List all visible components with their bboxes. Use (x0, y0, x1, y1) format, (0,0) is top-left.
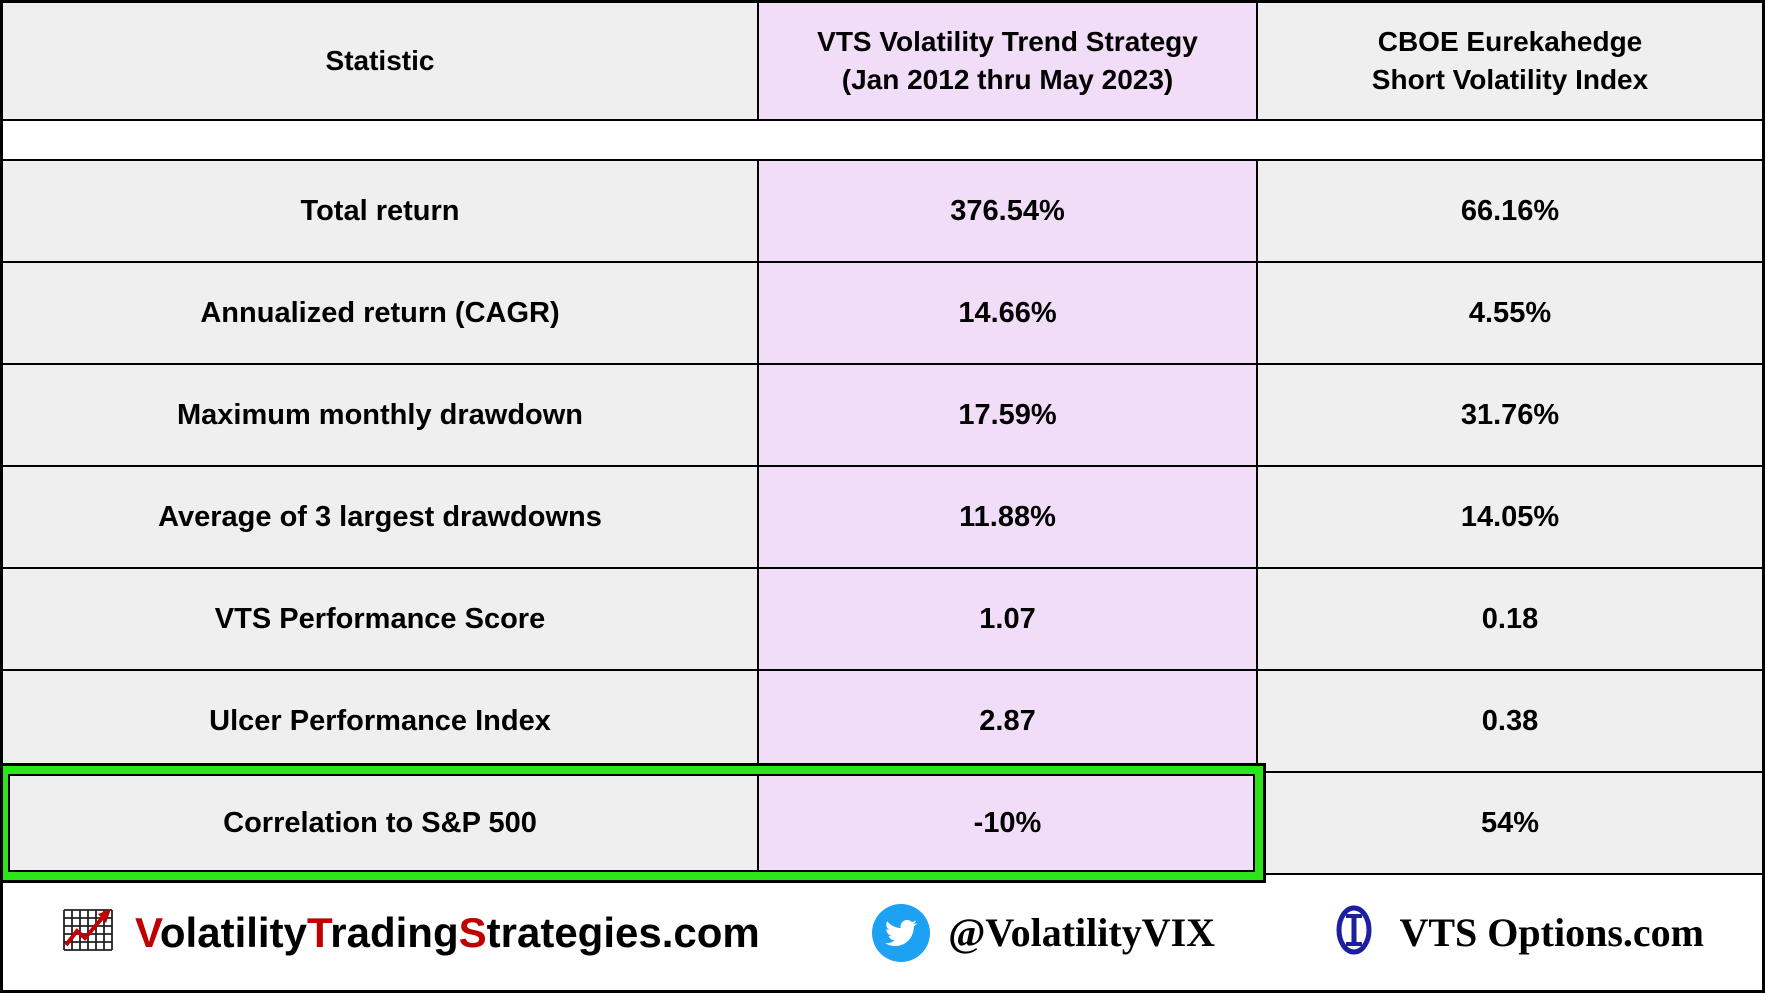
header-statistic-label: Statistic (325, 45, 435, 77)
row-value-vts: -10% (759, 773, 1258, 875)
header-cboe-line2: Short Volatility Index (1371, 64, 1649, 95)
twitter-group: @VolatilityVIX (872, 903, 1216, 962)
header-vts-line1: VTS Volatility Trend Strategy (817, 26, 1198, 58)
row-label: VTS Performance Score (3, 569, 759, 671)
row-value-cboe: 66.16% (1258, 161, 1762, 263)
options-group: VTS Options.com (1327, 903, 1704, 962)
brand-text-v: V (135, 908, 160, 956)
row-value-cboe: 0.38 (1258, 671, 1762, 773)
twitter-handle: @VolatilityVIX (948, 910, 1216, 955)
brand-text: VolatilityTradingStrategies.com (135, 909, 760, 957)
row-label: Maximum monthly drawdown (3, 365, 759, 467)
spacer-row (3, 121, 1762, 161)
row-value-vts: 14.66% (759, 263, 1258, 365)
row-label: Total return (3, 161, 759, 263)
header-cboe-line1: CBOE Eurekahedge (1377, 26, 1643, 58)
options-site-text: VTS Options.com (1399, 910, 1704, 955)
row-value-cboe: 31.76% (1258, 365, 1762, 467)
brand-text-trategies: trategies.com (486, 908, 760, 956)
header-cell-vts: VTS Volatility Trend Strategy (Jan 2012 … (759, 3, 1258, 121)
header-cell-cboe: CBOE Eurekahedge Short Volatility Index (1258, 3, 1762, 121)
brand-text-olatility: olatility (159, 908, 307, 956)
row-value-vts: 1.07 (759, 569, 1258, 671)
brand-group: VolatilityTradingStrategies.com (61, 906, 760, 959)
header-cell-statistic: Statistic (3, 3, 759, 121)
row-value-cboe: 4.55% (1258, 263, 1762, 365)
row-value-cboe: 14.05% (1258, 467, 1762, 569)
row-value-cboe: 54% (1258, 773, 1762, 875)
theta-icon (1327, 903, 1381, 962)
row-value-vts: 17.59% (759, 365, 1258, 467)
stats-table: Statistic VTS Volatility Trend Strategy … (3, 3, 1762, 880)
brand-text-s: S (458, 908, 487, 956)
row-value-vts: 376.54% (759, 161, 1258, 263)
row-label: Ulcer Performance Index (3, 671, 759, 773)
header-vts-line2: (Jan 2012 thru May 2023) (841, 64, 1174, 95)
row-label: Average of 3 largest drawdowns (3, 467, 759, 569)
twitter-icon (872, 903, 931, 962)
row-label: Annualized return (CAGR) (3, 263, 759, 365)
row-value-vts: 11.88% (759, 467, 1258, 569)
footer: VolatilityTradingStrategies.com @Volatil… (3, 875, 1762, 990)
row-value-cboe: 0.18 (1258, 569, 1762, 671)
chart-logo-icon (61, 906, 117, 959)
brand-text-t: T (306, 908, 331, 956)
row-value-vts: 2.87 (759, 671, 1258, 773)
brand-text-rading: rading (330, 908, 459, 956)
row-label: Correlation to S&P 500 (3, 773, 759, 875)
